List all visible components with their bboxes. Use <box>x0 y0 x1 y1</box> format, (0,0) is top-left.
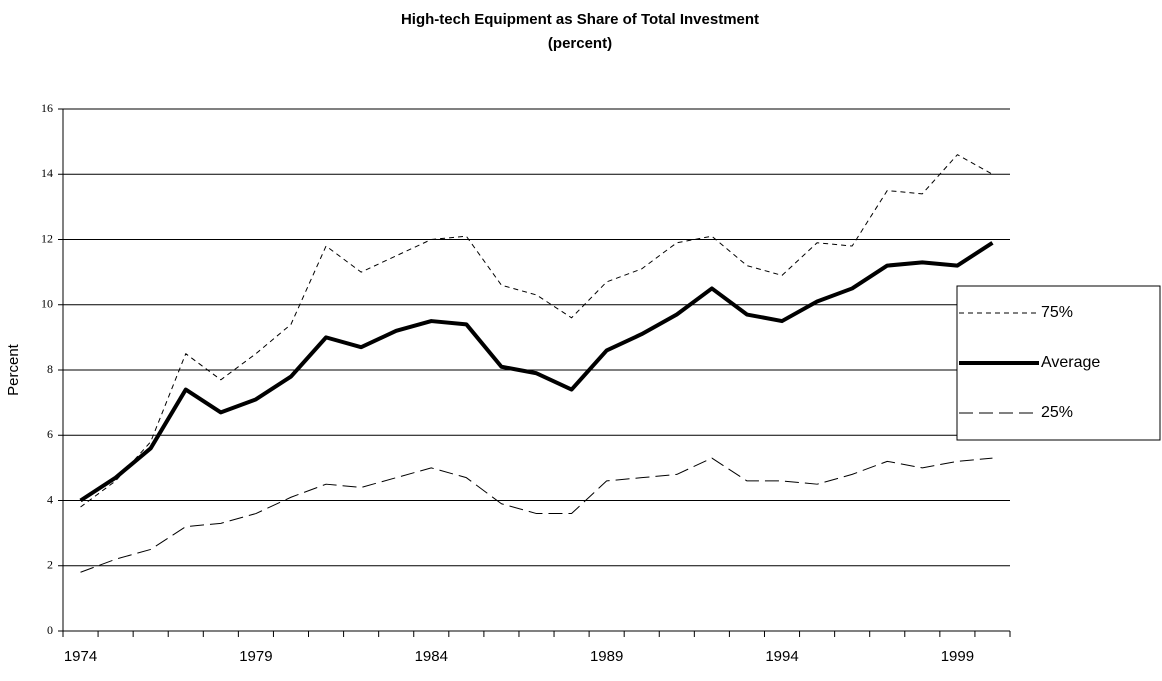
y-axis-label: Percent <box>5 343 22 396</box>
x-tick-label: 1999 <box>941 648 974 665</box>
y-tick-label: 6 <box>47 427 53 441</box>
y-tick-label: 12 <box>41 231 53 245</box>
series-line <box>80 457 993 573</box>
y-tick-label: 2 <box>47 558 53 572</box>
y-tick-label: 4 <box>47 492 53 506</box>
x-tick-label: 1984 <box>415 648 448 665</box>
x-tick-label: 1994 <box>765 648 798 665</box>
chart-title: High-tech Equipment as Share of Total In… <box>401 11 759 28</box>
legend-label: Average <box>1041 354 1100 371</box>
x-tick-label: 1979 <box>239 648 272 665</box>
y-tick-label: 0 <box>47 623 53 637</box>
legend-label: 25% <box>1041 404 1073 421</box>
y-tick-label: 8 <box>47 362 53 376</box>
y-tick-label: 14 <box>41 166 53 180</box>
series-line <box>79 241 994 503</box>
y-tick-label: 10 <box>41 297 53 311</box>
chart-subtitle: (percent) <box>548 35 612 52</box>
y-tick-label: 16 <box>41 101 53 115</box>
legend-label: 75% <box>1041 304 1073 321</box>
x-tick-label: 1989 <box>590 648 623 665</box>
series-line <box>80 154 993 508</box>
x-tick-label: 1974 <box>64 648 97 665</box>
